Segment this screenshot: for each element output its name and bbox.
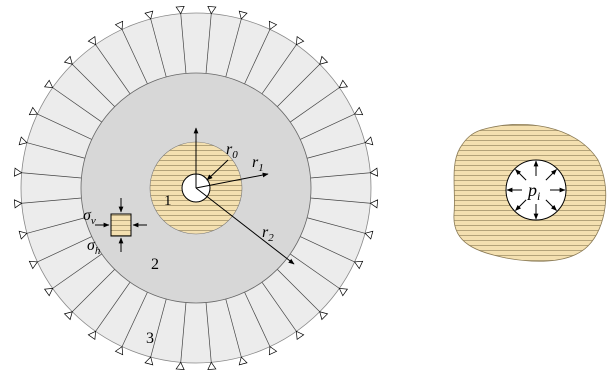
support-triangle (364, 230, 374, 240)
radius-r1-line (195, 172, 269, 189)
support-triangle (353, 260, 364, 270)
boundary-supports (13, 5, 379, 371)
radial-line (300, 113, 355, 140)
radial-line (310, 172, 371, 179)
pressure-arrow (545, 199, 557, 211)
support-triangle (87, 330, 97, 341)
radial-line (21, 172, 82, 179)
radial-line (95, 44, 131, 94)
support-triangle (13, 199, 23, 209)
support-triangle (295, 330, 305, 341)
radial-line (72, 64, 115, 107)
radial-line (306, 217, 366, 234)
label-zone-1: 1 (164, 193, 172, 209)
support-triangle (338, 79, 349, 89)
pressure-arrow (515, 199, 527, 211)
support-triangle (238, 356, 248, 366)
support-triangle (353, 106, 364, 116)
radial-line (277, 64, 320, 107)
radial-line (225, 298, 242, 358)
radial-line (121, 292, 148, 347)
label-r1: r1 (252, 154, 264, 174)
radial-line (180, 13, 187, 74)
radial-line (121, 29, 148, 84)
support-triangle (369, 167, 379, 177)
support-triangle (28, 260, 39, 270)
radial-boundary-lines (21, 13, 371, 363)
radial-line (52, 253, 102, 289)
radial-line (261, 44, 297, 94)
pressure-arrow (515, 169, 527, 181)
support-triangle (238, 10, 248, 20)
radial-line (26, 217, 86, 234)
stress-element (95, 198, 147, 252)
support-triangle (43, 79, 54, 89)
radius-r2-line (195, 187, 295, 265)
radial-line (95, 282, 131, 332)
support-triangle (18, 136, 28, 146)
support-triangle (338, 287, 349, 297)
label-r0: r0 (226, 141, 238, 161)
radial-line (290, 87, 340, 123)
internal-pressure-arrows (506, 160, 566, 220)
label-zone-3: 3 (146, 330, 154, 347)
support-triangle (18, 230, 28, 240)
label-sigma-v: σv (83, 207, 96, 227)
support-triangle (114, 20, 124, 31)
radial-line (300, 236, 355, 263)
radial-line (261, 282, 297, 332)
radial-line (72, 269, 115, 312)
support-triangle (63, 55, 73, 65)
radial-line (244, 292, 271, 347)
radial-line (310, 197, 371, 204)
radial-line (205, 13, 212, 74)
label-r2: r2 (262, 224, 274, 244)
support-triangle (13, 167, 23, 177)
label-sigma-h: σh (87, 237, 101, 257)
pressure-arrow (545, 169, 557, 181)
radial-line (21, 197, 82, 204)
support-triangle (319, 311, 329, 321)
support-triangle (175, 361, 185, 371)
radial-line (290, 253, 340, 289)
radial-line (37, 113, 92, 140)
radial-line (277, 269, 320, 312)
support-triangle (319, 55, 329, 65)
radial-line (306, 142, 366, 159)
support-triangle (268, 20, 278, 31)
support-triangle (63, 311, 73, 321)
radial-line (37, 236, 92, 263)
label-zone-2: 2 (151, 256, 159, 273)
label-pi: pi (526, 180, 540, 203)
support-triangle (268, 345, 278, 356)
support-triangle (144, 356, 154, 366)
radial-line (52, 87, 102, 123)
radial-line (150, 18, 167, 78)
radial-line (150, 298, 167, 358)
support-triangle (175, 5, 185, 15)
radial-line (244, 29, 271, 84)
support-triangle (369, 199, 379, 209)
support-triangle (144, 10, 154, 20)
support-triangle (114, 345, 124, 356)
support-triangle (295, 35, 305, 46)
support-triangle (28, 106, 39, 116)
radius-r0-line (206, 159, 229, 181)
support-triangle (207, 5, 217, 15)
support-triangle (43, 287, 54, 297)
support-triangle (87, 35, 97, 46)
radial-line (225, 18, 242, 78)
radial-line (205, 302, 212, 363)
support-triangle (207, 361, 217, 371)
radial-line (26, 142, 86, 159)
radial-line (180, 302, 187, 363)
support-triangle (364, 136, 374, 146)
